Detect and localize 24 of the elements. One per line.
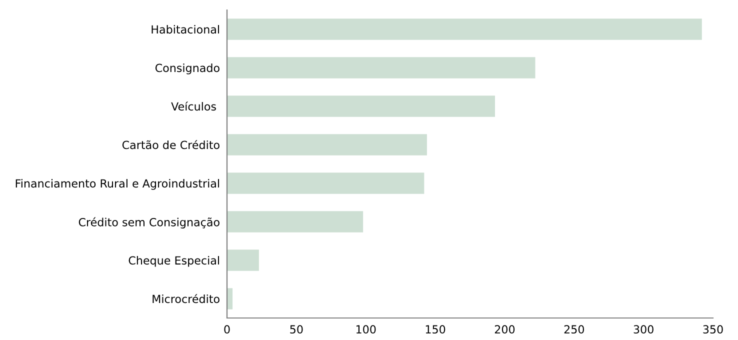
x-tick-label: 100 (356, 325, 376, 334)
x-tick-label: 350 (703, 325, 723, 334)
x-tick-label: 250 (564, 325, 584, 334)
x-tick-label: 300 (634, 325, 654, 334)
x-tick-label: 50 (290, 325, 303, 334)
y-tick-label: Veículos (171, 102, 216, 111)
bar (227, 57, 536, 78)
y-tick-label: Microcrédito (152, 294, 220, 304)
y-tick-label: Cartão de Crédito (122, 140, 220, 150)
x-tick-label: 150 (426, 325, 446, 334)
y-tick-label: Habitacional (152, 25, 220, 34)
bar (227, 18, 702, 40)
y-tick-label: Crédito sem Consignação (78, 217, 220, 229)
bar (227, 211, 364, 232)
y-tick-label: Consignado (155, 64, 220, 74)
y-tick-label: Financiamento Rural e Agroindustrial (16, 179, 220, 190)
bar (227, 134, 427, 156)
x-tick-label: 0 (224, 325, 230, 334)
y-tick-label: Cheque Especial (128, 256, 220, 267)
bar (227, 250, 259, 271)
bar (227, 172, 424, 194)
bar (227, 288, 233, 310)
x-tick-label: 200 (494, 325, 515, 334)
bar (227, 96, 495, 117)
